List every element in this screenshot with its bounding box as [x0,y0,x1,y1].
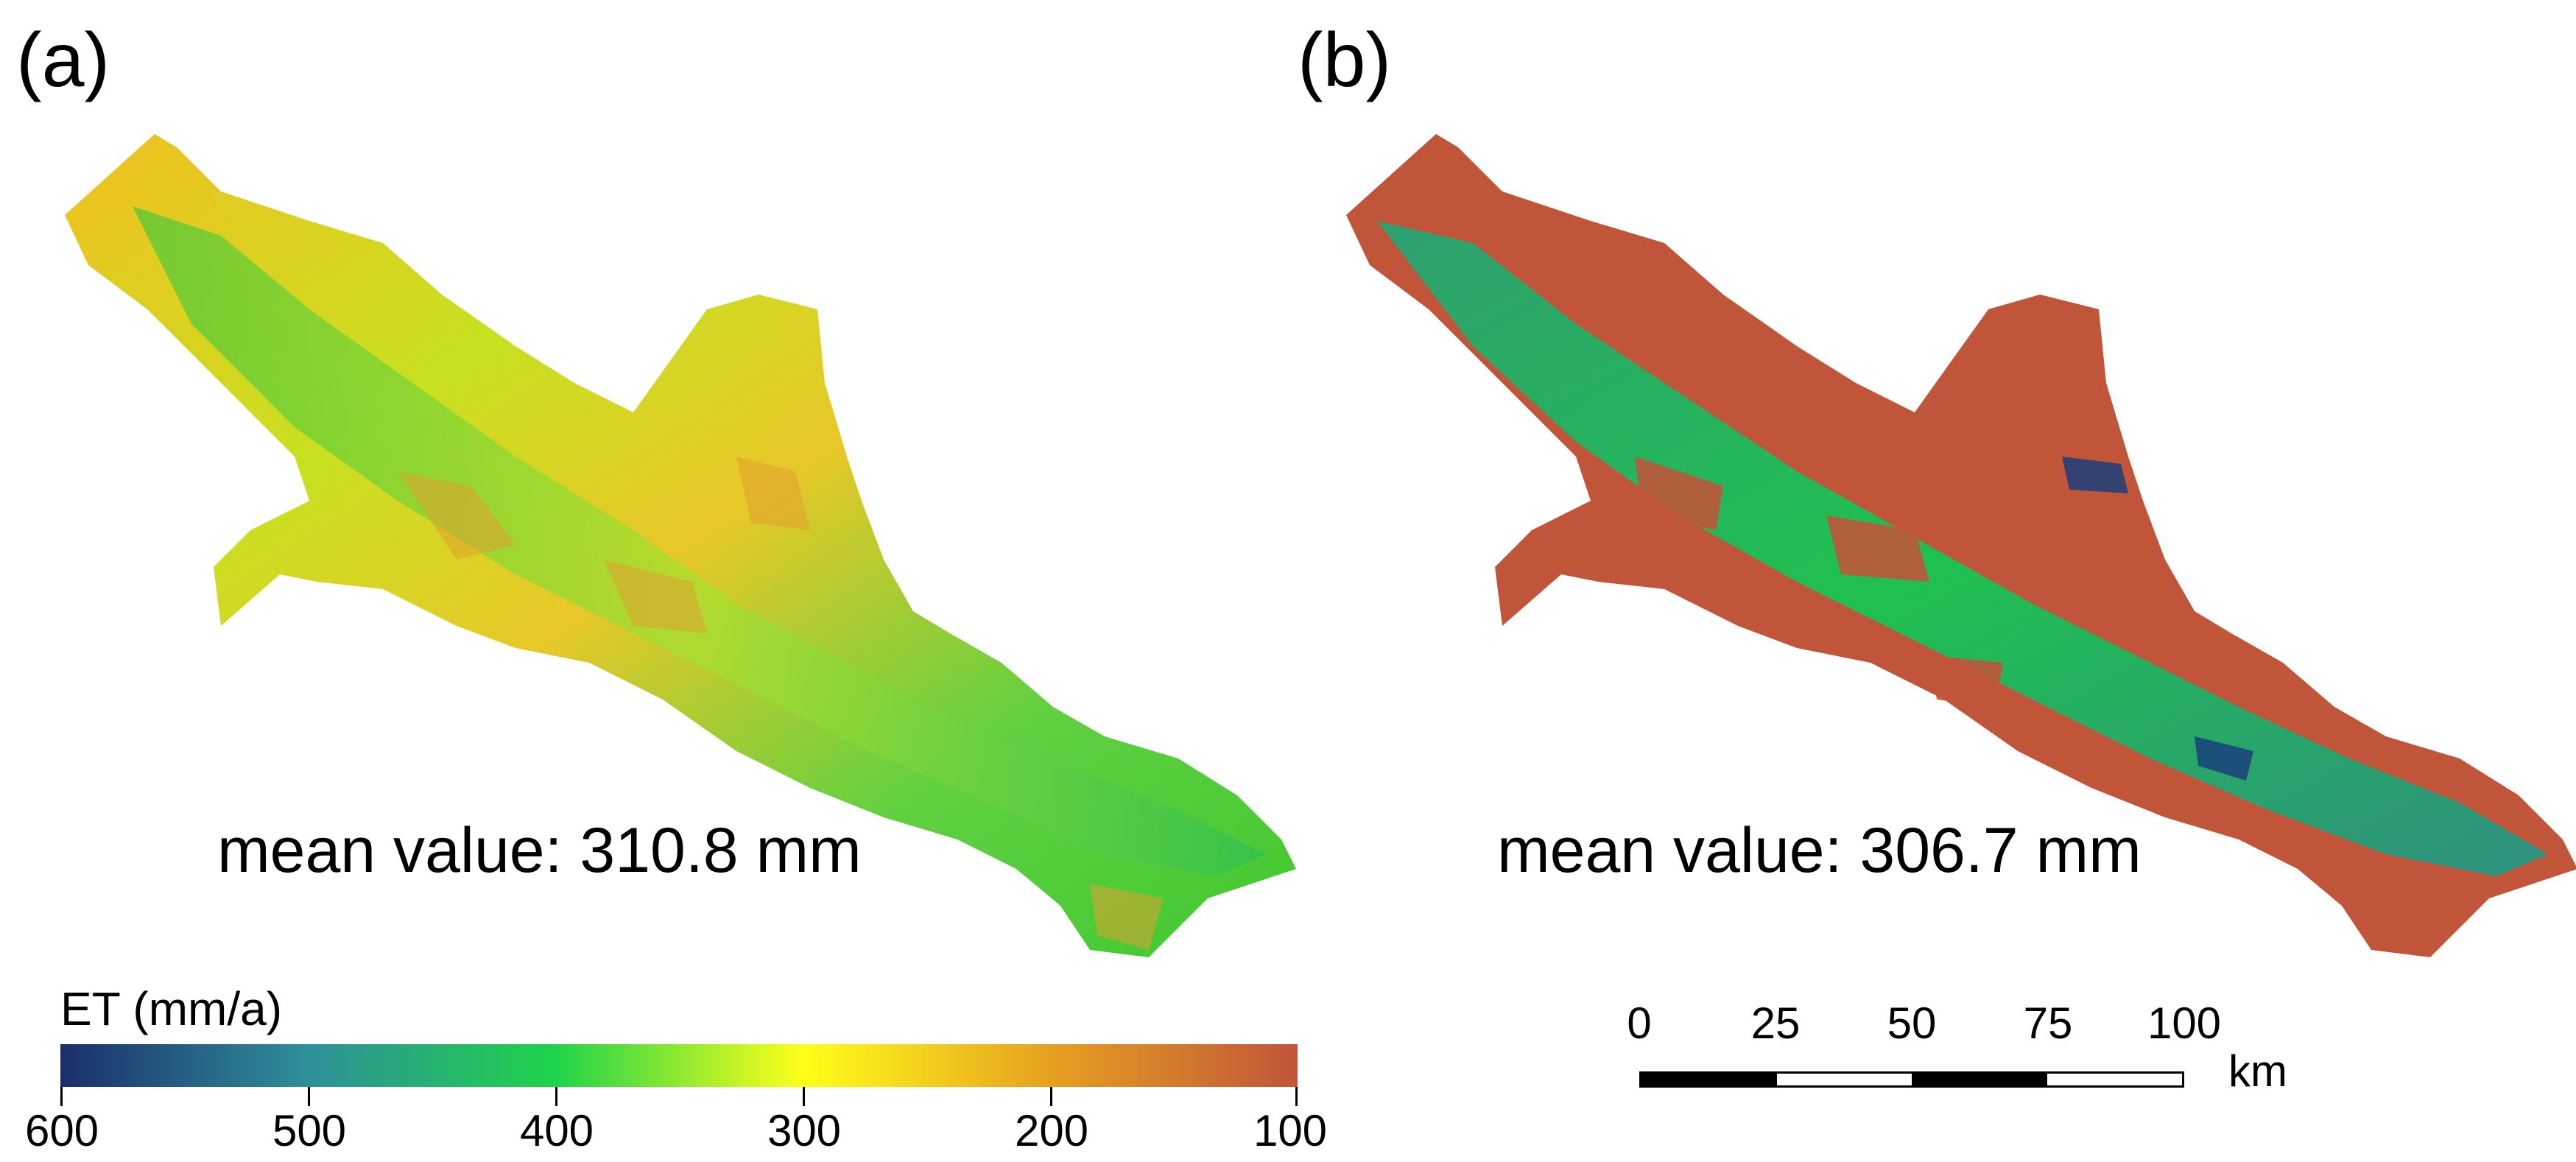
scale-bar-segment [1641,1074,1777,1085]
panel-a-mean-value: mean value: 310.8 mm [217,815,862,886]
color-bar-tick [803,1087,805,1106]
color-bar-label: 600 [24,1106,99,1155]
color-bar-label: 400 [519,1106,594,1155]
color-bar-tick [308,1087,310,1106]
scale-bar-label: 25 [1750,999,1801,1048]
panel-a-valley [133,206,1267,876]
scale-bar [1639,1071,2184,1088]
scale-bar-label: 75 [2023,999,2073,1048]
color-bar-label: 500 [272,1106,347,1155]
panel-a-label: (a) [16,18,110,103]
color-bar-tick [555,1087,557,1106]
panel-b-valley [1377,221,2548,876]
color-bar [60,1044,1298,1087]
panel-b-red-patches [1635,457,2003,707]
scale-bar-label: 100 [2147,999,2222,1048]
legend-title: ET (mm/a) [60,982,283,1035]
panel-b-map [1346,134,2576,957]
panel-a-orange-patches [398,457,1164,950]
color-bar-tick [1050,1087,1052,1106]
color-bar-tick [60,1087,63,1106]
scale-bar-segment [2047,1074,2182,1085]
color-bar-label: 300 [767,1106,842,1155]
panel-b-label: (b) [1298,18,1392,103]
panel-b-mean-value: mean value: 306.7 mm [1497,815,2142,886]
panel-b-dark-patches [2062,457,2253,781]
scale-bar-label: 50 [1887,999,1937,1048]
scale-bar-unit: km [2228,1046,2287,1096]
scale-bar-label: 0 [1627,999,1652,1048]
scale-bar-segment [1912,1074,2047,1085]
color-bar-label: 100 [1253,1106,1328,1155]
color-bar-label: 200 [1014,1106,1089,1155]
color-bar-tick [1295,1087,1298,1106]
panel-a-map [65,134,1296,957]
scale-bar-segment [1776,1074,1912,1085]
